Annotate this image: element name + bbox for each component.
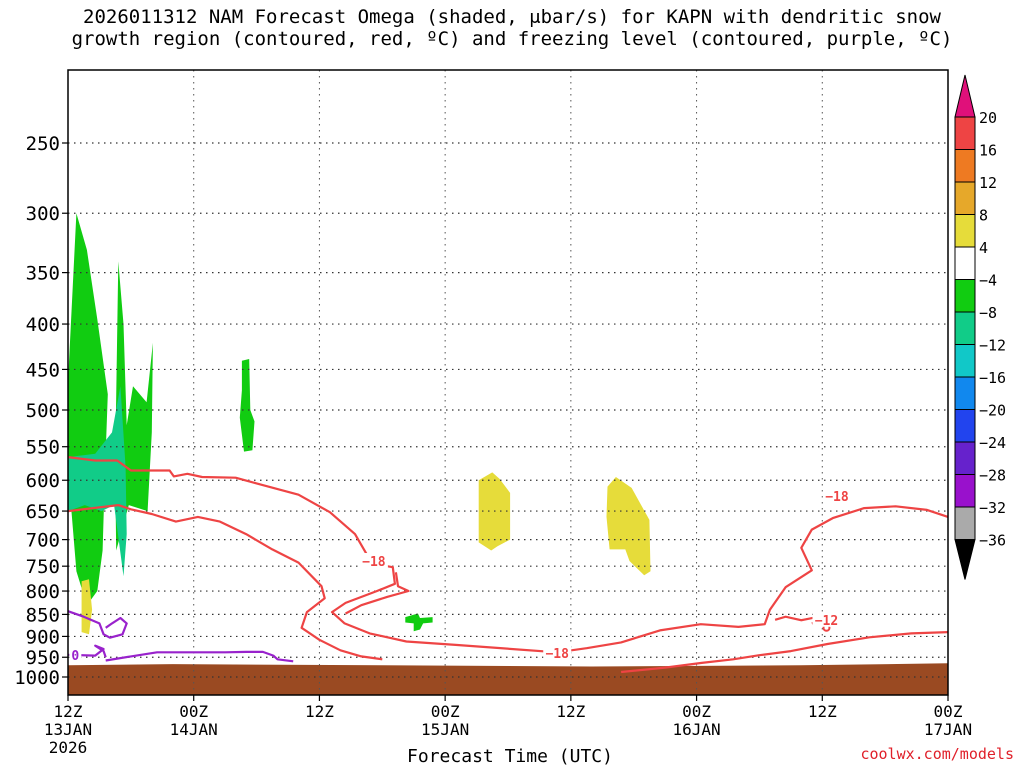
y-axis-ticks: 2503003504004505005506006507007508008509… xyxy=(14,133,68,689)
dendritic-contour-line xyxy=(345,572,410,615)
gridlines xyxy=(67,70,948,695)
x-axis-label: Forecast Time (UTC) xyxy=(407,746,613,767)
colorbar-top-arrow xyxy=(954,74,976,118)
colorbar-bottom-arrow xyxy=(954,539,976,580)
freezing-level-line xyxy=(67,644,107,658)
omega-area-green xyxy=(239,359,255,452)
ground-fill xyxy=(68,663,948,695)
colorbar-label: −24 xyxy=(979,434,1006,452)
y-tick-label: 550 xyxy=(26,437,60,459)
dendritic-contour-line xyxy=(620,631,949,674)
contour-label: −18 xyxy=(362,555,386,570)
omega-area-yellow xyxy=(606,477,651,576)
omega-area-green xyxy=(68,213,108,606)
x-tick-label: 12Z xyxy=(808,702,837,721)
colorbar-label: 4 xyxy=(979,239,988,257)
colorbar-label: −12 xyxy=(979,337,1006,355)
colorbar-segment xyxy=(954,116,976,150)
colorbar-label: −28 xyxy=(979,467,1006,485)
x-tick-label: 00Z xyxy=(934,702,963,721)
y-tick-label: 850 xyxy=(26,604,60,626)
colorbar-label: −20 xyxy=(979,402,1006,420)
y-tick-label: 300 xyxy=(26,203,60,225)
colorbar-segment xyxy=(954,181,976,215)
y-tick-label: 1000 xyxy=(14,667,60,689)
y-tick-label: 750 xyxy=(26,556,60,578)
colorbar-segment xyxy=(954,311,976,345)
x-tick-label: 14JAN xyxy=(170,720,218,739)
dendritic-contour-line xyxy=(67,504,383,661)
title-line-1: 2026011312 NAM Forecast Omega (shaded, μ… xyxy=(83,6,941,28)
contour-label: 0 xyxy=(71,649,79,664)
colorbar-segment xyxy=(954,474,976,508)
colorbar-label: −36 xyxy=(979,532,1006,550)
x-tick-label: 12Z xyxy=(54,702,83,721)
colorbar-label: −16 xyxy=(979,369,1006,387)
x-tick-label: 15JAN xyxy=(421,720,469,739)
contour-label-bg xyxy=(543,645,572,661)
contour-lines xyxy=(67,456,949,674)
colorbar-segment xyxy=(954,409,976,443)
colorbar-label: 20 xyxy=(979,109,997,127)
omega-area-green xyxy=(405,613,433,632)
y-tick-label: 350 xyxy=(26,263,60,285)
omega-area-teal xyxy=(68,386,127,577)
colorbar-label: −4 xyxy=(979,272,997,290)
contour-label: −18 xyxy=(545,647,569,662)
credit-text: coolwx.com/models xyxy=(860,745,1014,763)
colorbar-segment xyxy=(954,376,976,410)
y-tick-label: 450 xyxy=(26,359,60,381)
omega-shading xyxy=(68,213,651,635)
contour-label-bg xyxy=(822,487,851,503)
colorbar-label: 8 xyxy=(979,207,988,225)
ground-layer xyxy=(68,663,948,695)
colorbar-label: −32 xyxy=(979,499,1006,517)
x-tick-label: 16JAN xyxy=(672,720,720,739)
colorbar-label: 16 xyxy=(979,142,997,160)
contour-labels: −18 −18 −18 −12 0 xyxy=(69,487,851,664)
title-line-2: growth region (contoured, red, ºC) and f… xyxy=(71,28,953,50)
y-tick-label: 900 xyxy=(26,626,60,648)
y-tick-label: 800 xyxy=(26,581,60,603)
y-tick-label: 950 xyxy=(26,647,60,669)
colorbar-segment xyxy=(954,246,976,280)
x-tick-label: 00Z xyxy=(179,702,208,721)
plot-frame xyxy=(67,69,949,696)
colorbar-label: −8 xyxy=(979,304,997,322)
freezing-level-line xyxy=(105,650,294,663)
contour-label: −18 xyxy=(825,490,849,505)
x-tick-label: 13JAN xyxy=(44,720,92,739)
contour-label-bg xyxy=(359,553,388,569)
colorbar: 20 16 12 8 4 −4 −8 −12 −16 −20 −24 −28 −32 −36 xyxy=(954,74,1006,580)
chart-title: 2026011312 NAM Forecast Omega (shaded, μ… xyxy=(0,6,1024,50)
colorbar-segment xyxy=(954,214,976,248)
y-tick-label: 600 xyxy=(26,470,60,492)
colorbar-segment xyxy=(954,506,976,540)
y-tick-label: 650 xyxy=(26,501,60,523)
contour-label: −12 xyxy=(815,614,838,629)
y-tick-label: 400 xyxy=(26,314,60,336)
x-tick-label: 12Z xyxy=(305,702,334,721)
colorbar-label: 12 xyxy=(979,174,997,192)
dendritic-contour-line xyxy=(67,456,949,654)
freezing-level-line xyxy=(67,610,128,639)
x-tick-label: 12Z xyxy=(556,702,585,721)
omega-area-yellow xyxy=(81,579,93,635)
y-tick-label: 250 xyxy=(26,133,60,155)
x-tick-label: 00Z xyxy=(682,702,711,721)
x-tick-label: 17JAN xyxy=(924,720,972,739)
colorbar-segment xyxy=(954,441,976,475)
y-tick-label: 500 xyxy=(26,400,60,422)
contour-label-bg xyxy=(69,647,82,663)
x-tick-label: 00Z xyxy=(431,702,460,721)
colorbar-segment xyxy=(954,279,976,313)
colorbar-segment xyxy=(954,344,976,378)
colorbar-segment xyxy=(954,149,976,183)
x-tick-label: 2026 xyxy=(49,738,88,757)
y-tick-label: 700 xyxy=(26,530,60,552)
contour-label-bg xyxy=(812,611,841,627)
